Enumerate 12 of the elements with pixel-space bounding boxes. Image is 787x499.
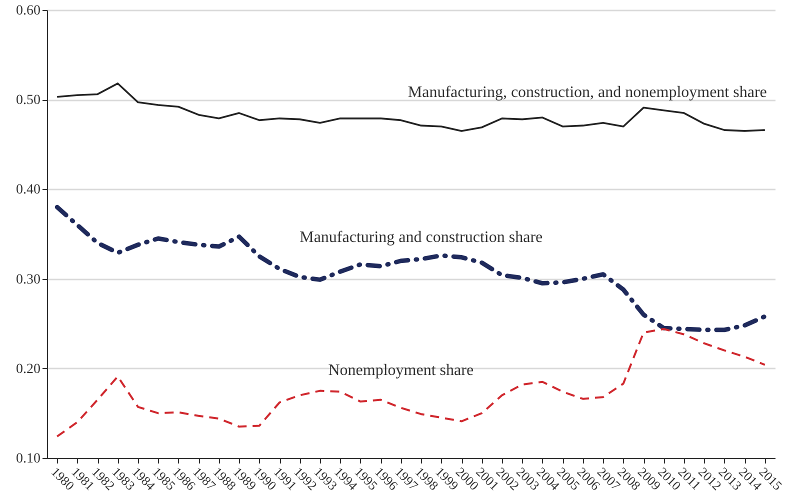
series-label: Manufacturing, construction, and nonemployment share — [408, 84, 767, 102]
y-tick-label: 0.10 — [16, 452, 40, 466]
series-label: Nonemployment share — [328, 362, 474, 379]
line-series — [56, 328, 766, 438]
series-label: Manufacturing and construction share — [300, 229, 543, 246]
y-tick-label: 0.50 — [16, 93, 40, 108]
y-tick-label: 0.20 — [16, 362, 40, 377]
y-tick-label: 0.60 — [16, 4, 40, 18]
line-series — [56, 82, 766, 132]
line-series — [54, 204, 768, 332]
y-tick-label: 0.40 — [16, 182, 40, 198]
y-tick-label: 0.30 — [16, 272, 40, 288]
